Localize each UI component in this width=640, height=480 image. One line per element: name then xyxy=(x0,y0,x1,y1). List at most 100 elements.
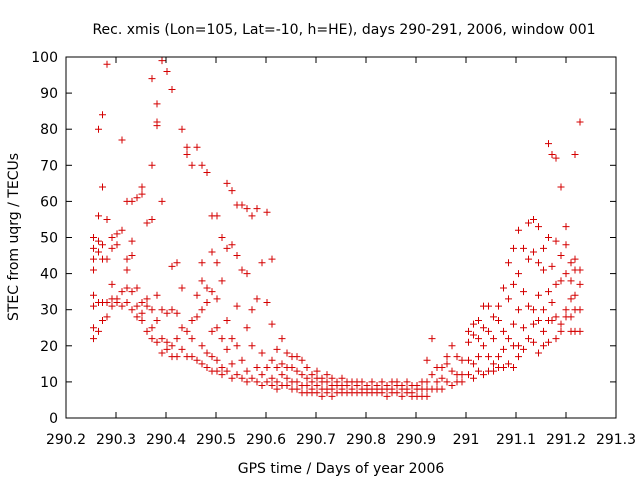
data-point xyxy=(253,205,261,213)
data-point xyxy=(148,215,156,223)
data-point xyxy=(203,169,211,177)
data-point xyxy=(490,313,497,321)
data-point xyxy=(228,374,236,382)
data-point xyxy=(303,363,311,371)
data-point xyxy=(288,363,296,371)
data-point xyxy=(423,392,431,400)
data-point xyxy=(103,215,111,223)
data-point xyxy=(143,295,151,303)
data-point xyxy=(153,338,161,346)
data-point xyxy=(99,183,106,191)
data-point xyxy=(138,309,146,317)
data-point xyxy=(540,244,547,252)
data-point xyxy=(323,378,331,386)
data-point xyxy=(123,298,131,306)
data-point xyxy=(510,320,517,328)
data-point xyxy=(438,363,446,371)
data-point xyxy=(540,342,547,350)
y-tick-label: 70 xyxy=(40,158,58,174)
data-point xyxy=(208,248,216,256)
data-point xyxy=(567,295,575,303)
data-point xyxy=(143,219,151,227)
data-point xyxy=(323,371,331,379)
data-point xyxy=(168,262,176,270)
data-point xyxy=(535,259,542,267)
data-point xyxy=(520,288,527,296)
data-point xyxy=(123,266,131,274)
data-point xyxy=(208,288,216,296)
data-point xyxy=(525,255,532,263)
data-point xyxy=(233,302,241,310)
data-point xyxy=(530,320,537,328)
data-point xyxy=(458,378,466,386)
data-point xyxy=(258,259,266,267)
data-point xyxy=(530,248,537,256)
data-point xyxy=(323,389,331,397)
data-point xyxy=(576,327,584,335)
data-point xyxy=(238,374,246,382)
data-point xyxy=(248,306,256,314)
data-point xyxy=(273,363,281,371)
data-point xyxy=(213,212,221,220)
x-tick-label: 290.5 xyxy=(196,432,236,448)
data-point xyxy=(552,313,560,321)
data-point xyxy=(158,306,166,314)
data-point xyxy=(268,320,276,328)
data-point xyxy=(530,338,537,346)
data-point xyxy=(248,342,256,350)
data-point xyxy=(515,353,522,361)
data-point xyxy=(485,302,492,310)
data-point xyxy=(213,295,221,303)
data-point xyxy=(158,335,166,343)
data-point xyxy=(475,335,482,343)
data-point xyxy=(228,241,236,249)
data-point xyxy=(113,298,121,306)
y-tick-label: 50 xyxy=(40,231,58,247)
x-tick-label: 291 xyxy=(453,432,480,448)
data-point xyxy=(505,259,512,267)
data-point xyxy=(510,244,517,252)
data-point xyxy=(515,226,522,234)
data-point xyxy=(138,183,146,191)
data-point xyxy=(428,335,436,343)
data-point xyxy=(178,125,186,133)
data-point xyxy=(99,111,106,119)
data-point xyxy=(520,345,527,353)
data-point xyxy=(571,150,579,158)
data-point xyxy=(313,367,321,375)
data-point xyxy=(258,349,266,357)
y-tick-label: 60 xyxy=(40,194,58,210)
data-point xyxy=(343,382,351,390)
data-point xyxy=(263,378,271,386)
data-point xyxy=(283,349,291,357)
data-point xyxy=(535,291,542,299)
data-point xyxy=(567,277,575,285)
data-point xyxy=(576,118,584,126)
data-point xyxy=(253,363,261,371)
data-point xyxy=(458,371,466,379)
data-point xyxy=(278,360,286,368)
data-point xyxy=(500,345,507,353)
data-point xyxy=(495,302,502,310)
data-point xyxy=(383,392,391,400)
data-point xyxy=(103,298,111,306)
data-point xyxy=(548,262,556,270)
data-point xyxy=(243,205,251,213)
data-point xyxy=(283,382,291,390)
data-point xyxy=(557,327,565,335)
data-point xyxy=(90,255,97,263)
data-point xyxy=(328,385,336,393)
data-point xyxy=(562,306,570,314)
data-point xyxy=(318,392,326,400)
data-point xyxy=(183,327,191,335)
data-point xyxy=(198,277,206,285)
y-tick-label: 10 xyxy=(40,375,58,391)
data-point xyxy=(138,317,146,325)
data-point xyxy=(243,270,251,278)
data-point xyxy=(298,356,306,364)
data-point xyxy=(268,374,276,382)
data-point xyxy=(213,367,221,375)
data-point xyxy=(552,154,560,162)
data-point xyxy=(470,374,477,382)
